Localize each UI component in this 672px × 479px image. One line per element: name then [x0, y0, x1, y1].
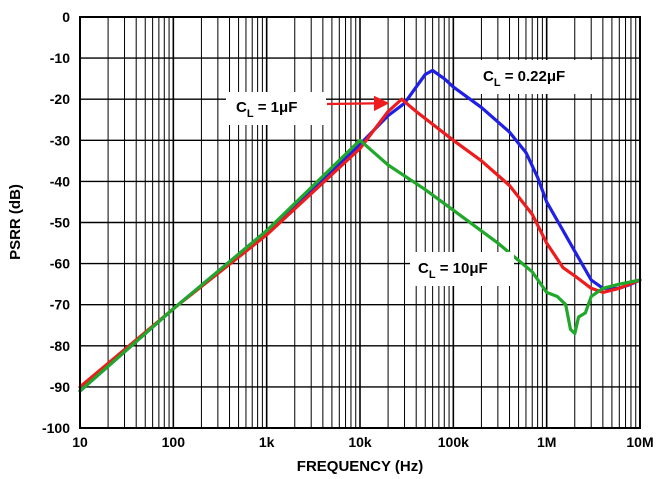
x-tick-label: 1M: [537, 434, 556, 450]
y-tick-label: -30: [50, 132, 70, 148]
x-axis-title: FREQUENCY (Hz): [297, 458, 423, 475]
y-tick-label: -100: [42, 420, 70, 436]
annotation-arrow: [326, 95, 390, 112]
annotations: CL = 0.22μF CL = 1μF CL = 10μF: [226, 60, 594, 286]
plot-frame: [79, 16, 641, 429]
y-tick-label: -60: [50, 256, 70, 272]
x-tick-label: 100: [162, 434, 186, 450]
y-axis-title: PSRR (dB): [7, 184, 24, 260]
x-tick-label: 10: [72, 434, 88, 450]
series-line-green: [78, 138, 642, 393]
annotation-label-cl-022: CL = 0.22μF: [483, 68, 565, 89]
annotation-label-cl-1: CL = 1μF: [236, 99, 297, 120]
x-tick-label: 10M: [626, 434, 653, 450]
x-tick-label: 10k: [348, 434, 372, 450]
y-tick-label: -40: [50, 173, 70, 189]
series-layer: [78, 68, 642, 393]
y-tick-label: -20: [50, 91, 70, 107]
series-line-red: [78, 97, 642, 389]
y-tick-label: -50: [50, 215, 70, 231]
grid: [80, 17, 640, 428]
y-tick-label: 0: [62, 9, 70, 25]
annotation-box: [470, 60, 594, 94]
x-tick-label: 100k: [438, 434, 469, 450]
y-tick-label: -80: [50, 338, 70, 354]
x-tick-label: 1k: [259, 434, 275, 450]
y-tick-label: -90: [50, 379, 70, 395]
y-tick-label: -10: [50, 50, 70, 66]
annotation-label-cl-10: CL = 10μF: [418, 260, 488, 281]
annotation-box: [226, 92, 326, 125]
annotation-box: [410, 252, 514, 286]
y-tick-label: -70: [50, 297, 70, 313]
